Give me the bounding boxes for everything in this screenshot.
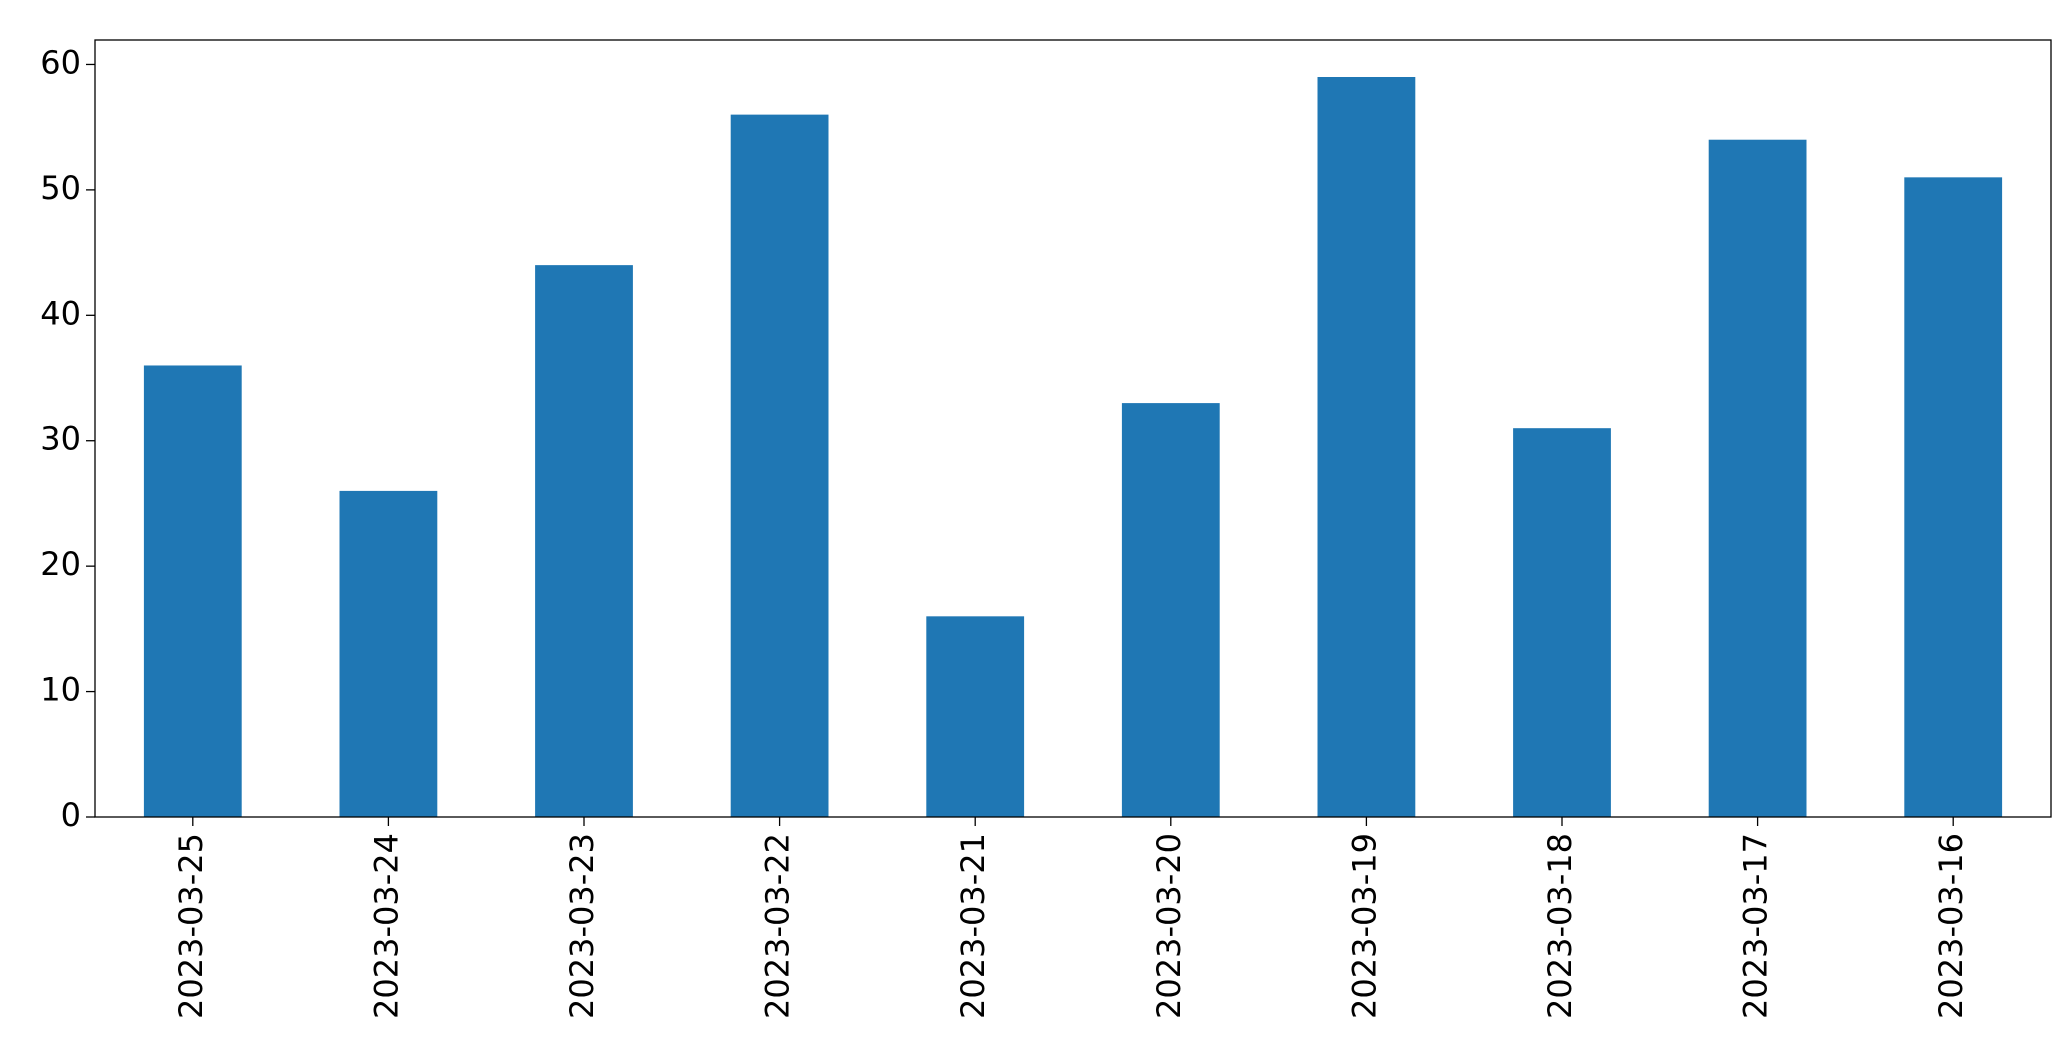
y-tick-label: 0 bbox=[61, 796, 81, 834]
bar bbox=[339, 490, 438, 817]
y-tick-label: 60 bbox=[40, 43, 81, 81]
x-tick-label: 2023-03-16 bbox=[1932, 833, 1970, 1019]
x-tick-label: 2023-03-21 bbox=[954, 833, 992, 1019]
x-tick-label: 2023-03-19 bbox=[1345, 833, 1383, 1019]
x-tick-label: 2023-03-25 bbox=[172, 833, 210, 1019]
bar bbox=[926, 616, 1025, 817]
x-tick-label: 2023-03-22 bbox=[759, 833, 797, 1019]
y-tick-label: 30 bbox=[40, 420, 81, 458]
bar bbox=[1708, 139, 1807, 818]
x-tick-label: 2023-03-17 bbox=[1737, 833, 1775, 1019]
y-tick-label: 20 bbox=[40, 545, 81, 583]
y-tick-label: 40 bbox=[40, 294, 81, 332]
bar bbox=[535, 265, 633, 817]
y-tick-label: 10 bbox=[40, 671, 81, 709]
bar bbox=[1317, 77, 1416, 817]
bar bbox=[143, 365, 242, 817]
x-tick-label: 2023-03-20 bbox=[1150, 833, 1188, 1019]
bar bbox=[730, 114, 829, 817]
x-tick-label: 2023-03-24 bbox=[367, 833, 405, 1019]
plot-frame bbox=[94, 39, 2052, 818]
bar bbox=[1513, 428, 1611, 817]
x-tick-label: 2023-03-23 bbox=[563, 833, 601, 1019]
bar bbox=[1904, 177, 2003, 817]
bar bbox=[1121, 403, 1220, 817]
x-tick-label: 2023-03-18 bbox=[1541, 833, 1579, 1019]
y-tick-label: 50 bbox=[40, 169, 81, 207]
